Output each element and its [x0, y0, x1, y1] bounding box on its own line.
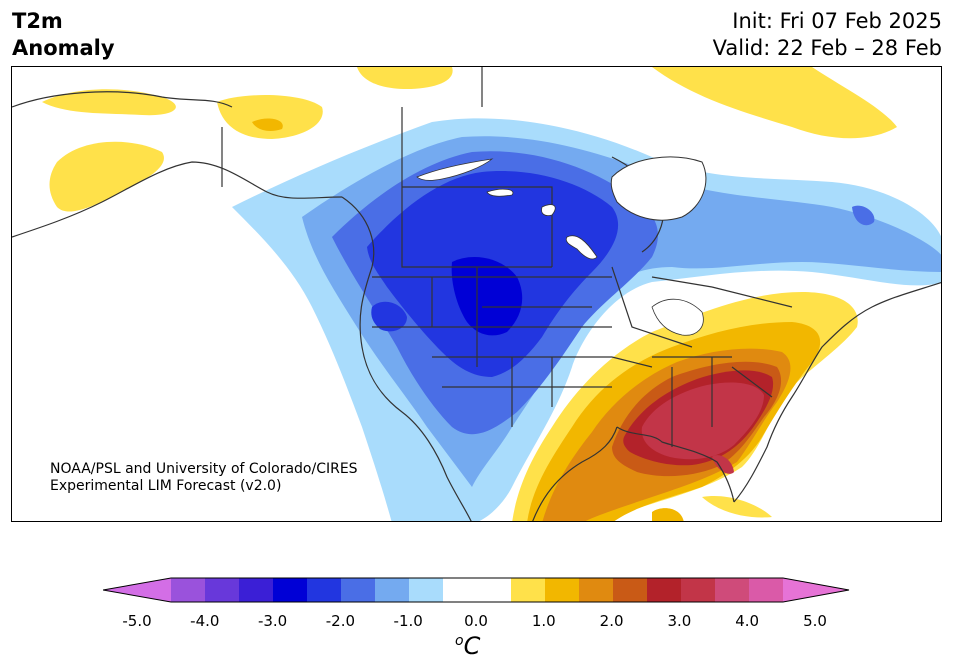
colorbar-tick-label: 0.0 — [464, 612, 488, 630]
forecast-dates: Init: Fri 07 Feb 2025 Valid: 22 Feb – 28… — [713, 8, 942, 62]
valid-range: Valid: 22 Feb – 28 Feb — [712, 36, 942, 60]
bays — [610, 156, 707, 221]
colorbar-tick-label: 2.0 — [599, 612, 624, 630]
coastlines — [12, 67, 941, 521]
colorbar-tick-label: 5.0 — [803, 612, 827, 630]
colorbar-bin — [647, 578, 682, 602]
colorbar-extend-left — [103, 578, 171, 602]
credit-line-2: Experimental LIM Forecast (v2.0) — [50, 478, 282, 494]
colorbar-bin — [273, 578, 308, 602]
colorbar-bin — [307, 578, 342, 602]
colorbar-bin — [715, 578, 750, 602]
colorbar-bin — [239, 578, 274, 602]
colorbar — [102, 576, 851, 610]
credit-line-1: NOAA/PSL and University of Colorado/CIRE… — [50, 461, 358, 477]
credit-text: NOAA/PSL and University of Colorado/CIRE… — [50, 461, 358, 495]
colorbar-tick-label: -3.0 — [257, 612, 288, 630]
colorbar-bin — [171, 578, 206, 602]
colorbar-bin — [545, 578, 580, 602]
cold-anomaly — [232, 118, 941, 521]
colorbar-tick-label: 1.0 — [531, 612, 556, 630]
colorbar-bin — [341, 578, 376, 602]
colorbar-tick-label: 4.0 — [735, 612, 760, 630]
colorbar-bin — [749, 578, 784, 602]
unit-sup: o — [455, 633, 464, 649]
colorbar-bin — [511, 578, 546, 602]
colorbar-extend-right — [783, 578, 849, 602]
colorbar-svg — [102, 577, 850, 603]
title-line-2: Anomaly — [12, 36, 115, 60]
colorbar-bin — [613, 578, 648, 602]
colorbar-tick-label: 3.0 — [667, 612, 692, 630]
init-date: Init: Fri 07 Feb 2025 — [732, 9, 942, 33]
colorbar-bin — [443, 578, 478, 602]
colorbar-tick-label: -2.0 — [325, 612, 356, 630]
colorbar-tick-label: -4.0 — [190, 612, 220, 630]
colorbar-tick-label: -1.0 — [393, 612, 423, 630]
colorbar-bin — [375, 578, 410, 602]
colorbar-outline — [102, 577, 850, 603]
map-title: T2m Anomaly — [12, 8, 115, 62]
unit-label: oC — [455, 632, 480, 660]
unit-main: C — [463, 632, 481, 660]
colorbar-bin — [681, 578, 716, 602]
warm-patches-north — [42, 67, 897, 212]
title-line-1: T2m — [12, 9, 63, 33]
colorbar-bin — [409, 578, 444, 602]
lakes — [416, 158, 704, 336]
map-canvas — [12, 67, 941, 521]
colorbar-bin — [205, 578, 240, 602]
colorbar-tick-label: -5.0 — [122, 612, 152, 630]
colorbar-bin — [477, 578, 512, 602]
anomaly-map: NOAA/PSL and University of Colorado/CIRE… — [11, 66, 942, 522]
colorbar-bin — [579, 578, 614, 602]
